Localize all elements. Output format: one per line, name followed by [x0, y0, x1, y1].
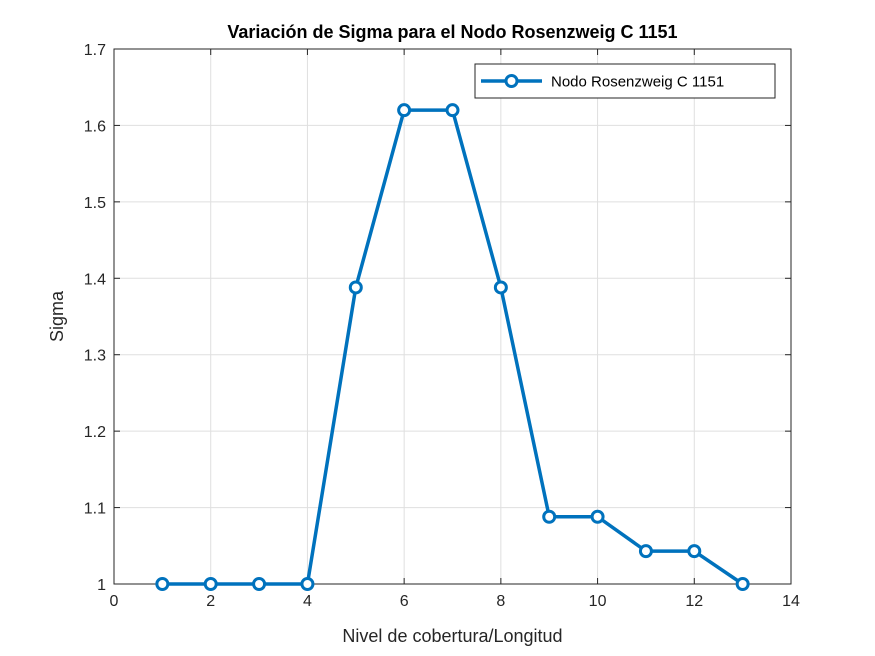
data-point: [735, 577, 750, 591]
data-point: [155, 577, 170, 591]
legend-marker: [504, 74, 519, 88]
y-tick-label: 1.3: [84, 348, 106, 365]
x-axis-label: Nivel de cobertura/Longitud: [342, 626, 562, 646]
legend: Nodo Rosenzweig C 1151: [474, 63, 776, 99]
y-tick-label: 1.6: [84, 118, 106, 135]
y-tick-label: 1: [97, 577, 106, 594]
y-tick-label: 1.5: [84, 195, 106, 212]
x-tick-label: 4: [303, 593, 312, 610]
x-tick-label: 2: [206, 593, 215, 610]
data-point: [252, 577, 267, 591]
x-tick-label: 14: [782, 593, 800, 610]
axes-box: [113, 48, 792, 585]
data-point: [542, 509, 557, 524]
data-point: [687, 544, 702, 559]
y-tick-label: 1.7: [84, 42, 106, 59]
data-point: [493, 280, 508, 295]
x-tick-label: 12: [685, 593, 703, 610]
data-point: [445, 103, 460, 118]
plot-area: [114, 49, 791, 584]
y-tick-label: 1.2: [84, 424, 106, 441]
x-tick-label: 6: [400, 593, 409, 610]
y-tick-label: 1.1: [84, 501, 106, 518]
x-tick-label: 8: [496, 593, 505, 610]
x-tick-label: 10: [589, 593, 607, 610]
x-tick-label: 0: [110, 593, 119, 610]
data-point: [590, 509, 605, 524]
series-layer: [155, 103, 750, 591]
data-point: [638, 544, 653, 559]
y-tick-label: 1.4: [84, 271, 106, 288]
y-axis-label: Sigma: [47, 290, 67, 342]
data-point: [348, 280, 363, 295]
legend-label: Nodo Rosenzweig C 1151: [551, 74, 724, 91]
data-point: [203, 577, 218, 591]
data-point: [397, 103, 412, 118]
chart-title: Variación de Sigma para el Nodo Rosenzwe…: [227, 22, 677, 42]
data-point: [300, 577, 315, 591]
